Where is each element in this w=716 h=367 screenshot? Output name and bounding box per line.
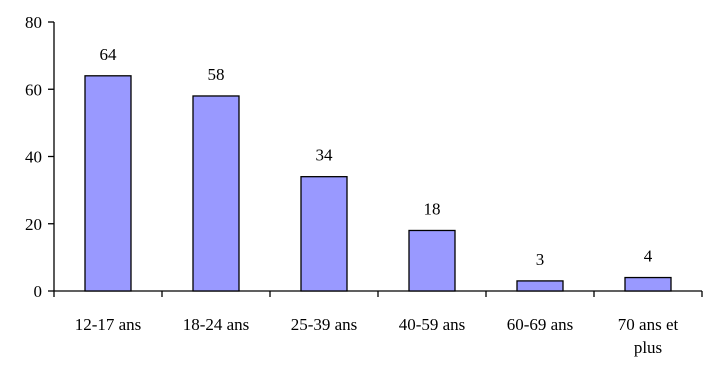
bar [84,75,132,292]
data-label: 64 [100,45,118,64]
data-label: 58 [208,65,225,84]
y-tick-label: 60 [25,80,42,99]
y-tick-label: 0 [34,282,43,301]
category-labels: 12-17 ans 18-24 ans 25-39 ans 40-59 ans 60-6… [75,315,679,357]
bar [192,95,240,292]
y-tick-label: 40 [25,148,42,167]
y-axis: 0 20 40 60 80 [25,13,55,301]
data-label: 4 [644,247,653,266]
bar [408,229,456,292]
y-tick-label: 20 [25,215,42,234]
data-label: 34 [316,146,334,165]
category-label: 40-59 ans [399,315,466,334]
category-label: 60-69 ans [507,315,574,334]
bar [624,276,672,292]
x-axis [53,290,703,297]
bar [300,176,348,292]
bars [84,75,672,292]
category-label: 70 ans et [618,315,679,334]
category-label: 25-39 ans [291,315,358,334]
category-label: 18-24 ans [183,315,250,334]
category-label: 12-17 ans [75,315,142,334]
y-tick-label: 80 [25,13,42,32]
data-label: 18 [424,199,441,218]
data-label: 3 [536,250,545,269]
bar [516,280,564,292]
category-label: plus [634,338,662,357]
